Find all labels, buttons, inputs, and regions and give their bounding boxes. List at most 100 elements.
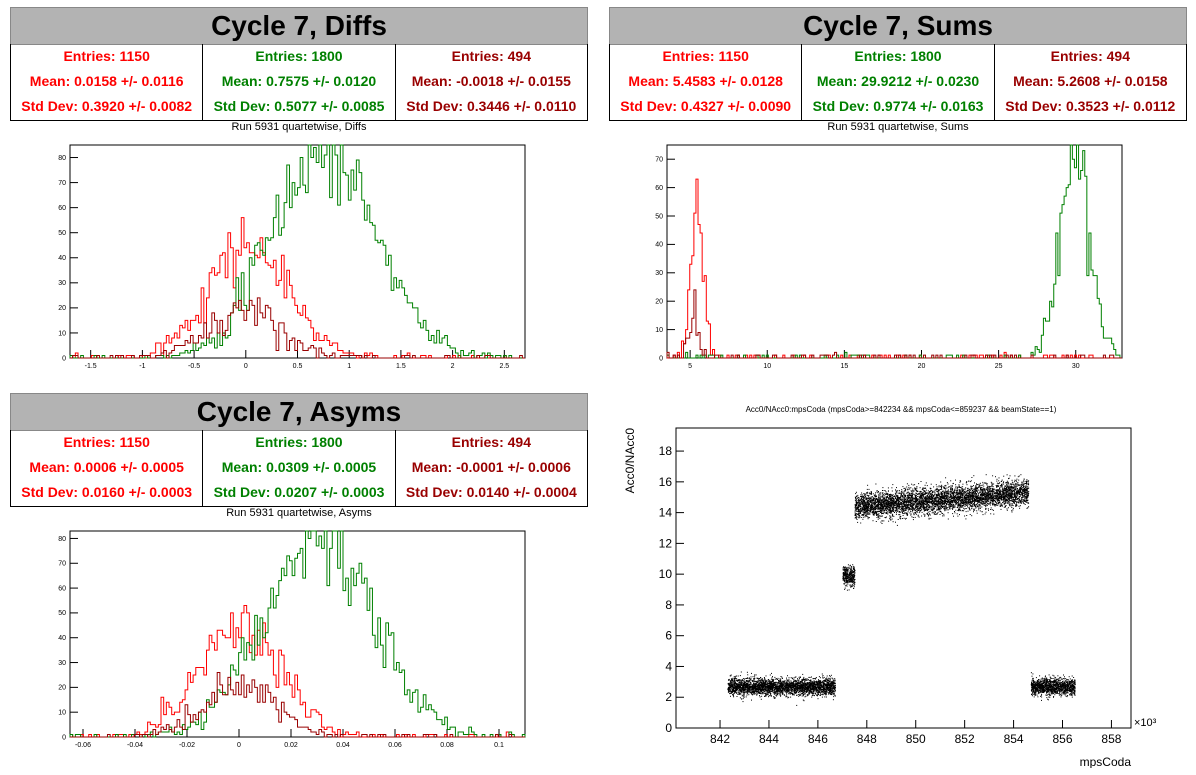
y-tick-label: 6 [665,629,672,643]
y-tick-label: 80 [58,155,66,162]
entries-label: Entries: 1150 [11,44,202,69]
stat-box-series-2: Entries: 1800 Mean: 0.7575 +/- 0.0120 St… [203,44,395,120]
mean-label: Mean: 0.7575 +/- 0.0120 [203,69,394,94]
y-tick-label: 20 [58,305,66,312]
x-tick-label: 844 [759,732,779,746]
plot-frame [70,531,525,737]
plot-frame [70,145,525,358]
histogram-series-1 [70,605,525,737]
x-tick-label: 2.5 [499,363,509,370]
panel-title: Cycle 7, Asyms [10,393,588,431]
scatter-cluster-3 [855,474,1030,526]
sums-panel: Cycle 7, Sums Entries: 1150 Mean: 5.4583… [609,7,1187,387]
stat-box-series-1: Entries: 1150 Mean: 5.4583 +/- 0.0128 St… [610,44,802,120]
x-tick-label: 20 [918,363,926,370]
y-tick-label: 0 [62,355,66,362]
y-tick-label: 70 [58,180,66,187]
x-tick-label: 0 [237,742,241,749]
y-tick-label: 16 [659,475,673,489]
y-tick-label: 70 [58,561,66,568]
y-tick-label: 30 [58,280,66,287]
x-tick-label: 1.5 [396,363,406,370]
std-label: Std Dev: 0.3446 +/- 0.0110 [396,94,587,119]
std-label: Std Dev: 0.4327 +/- 0.0090 [610,94,801,119]
stat-box-series-3: Entries: 494 Mean: -0.0018 +/- 0.0155 St… [396,44,587,120]
x-tick-label: 842 [710,732,730,746]
histogram-series-1 [667,179,1122,358]
std-label: Std Dev: 0.5077 +/- 0.0085 [203,94,394,119]
stats-box: Entries: 1150 Mean: 0.0158 +/- 0.0116 St… [10,44,588,121]
x-tick-label: 5 [688,363,692,370]
x-tick-label: 0 [244,363,248,370]
y-tick-label: 60 [58,585,66,592]
mean-label: Mean: -0.0001 +/- 0.0006 [396,455,587,480]
x-tick-label: 852 [955,732,975,746]
y-tick-label: 60 [655,185,663,192]
y-tick-label: 18 [659,444,673,458]
x-tick-label: 1 [347,363,351,370]
panel-title: Cycle 7, Sums [609,7,1187,45]
std-label: Std Dev: 0.9774 +/- 0.0163 [802,94,993,119]
y-tick-label: 70 [655,157,663,164]
mean-label: Mean: 5.4583 +/- 0.0128 [610,69,801,94]
x-tick-label: -1 [139,363,145,370]
y-tick-label: 10 [655,327,663,334]
y-tick-label: 2 [665,690,672,704]
panel-title: Cycle 7, Diffs [10,7,588,45]
entries-label: Entries: 1150 [11,430,202,455]
x-tick-label: 858 [1101,732,1121,746]
mean-label: Mean: 29.9212 +/- 0.0230 [802,69,993,94]
y-tick-label: 4 [665,659,672,673]
mean-label: Mean: 0.0006 +/- 0.0005 [11,455,202,480]
y-tick-label: 0 [665,721,672,735]
stats-box: Entries: 1150 Mean: 0.0006 +/- 0.0005 St… [10,430,588,507]
y-tick-label: 30 [58,660,66,667]
x-tick-label: 0.04 [336,742,350,749]
entries-label: Entries: 494 [396,430,587,455]
y-tick-label: 8 [665,598,672,612]
histogram-series-2 [70,531,525,737]
y-tick-label: 10 [58,330,66,337]
entries-label: Entries: 1800 [203,430,394,455]
x-axis-multiplier: ×10³ [1134,717,1157,729]
stat-box-series-2: Entries: 1800 Mean: 29.9212 +/- 0.0230 S… [802,44,994,120]
stat-box-series-1: Entries: 1150 Mean: 0.0006 +/- 0.0005 St… [11,430,203,506]
x-tick-label: 854 [1004,732,1024,746]
y-tick-label: 80 [58,536,66,543]
y-tick-label: 40 [655,242,663,249]
y-tick-label: 50 [58,610,66,617]
y-tick-label: 12 [659,536,673,550]
scatter-cluster-2 [842,564,855,591]
mean-label: Mean: 5.2608 +/- 0.0158 [995,69,1186,94]
y-tick-label: 50 [655,213,663,220]
y-tick-label: 40 [58,255,66,262]
diffs-panel: Cycle 7, Diffs Entries: 1150 Mean: 0.015… [10,7,588,387]
asyms-panel: Cycle 7, Asyms Entries: 1150 Mean: 0.000… [10,393,588,773]
std-label: Std Dev: 0.3523 +/- 0.0112 [995,94,1186,119]
x-tick-label: 0.08 [440,742,454,749]
histogram-series-2 [667,145,1122,358]
x-tick-label: 0.02 [284,742,298,749]
y-tick-label: 0 [659,355,663,362]
x-tick-label: 848 [857,732,877,746]
scatter-title: Acc0/NAcc0:mpsCoda (mpsCoda>=842234 && m… [746,405,1057,414]
x-tick-label: -0.06 [75,742,91,749]
mean-label: Mean: 0.0158 +/- 0.0116 [11,69,202,94]
plot-frame [667,145,1122,358]
stat-box-series-2: Entries: 1800 Mean: 0.0309 +/- 0.0005 St… [203,430,395,506]
entries-label: Entries: 1800 [802,44,993,69]
y-tick-label: 0 [62,734,66,741]
run-title: Run 5931 quartetwise, Sums [609,121,1187,133]
histogram-series-2 [70,145,525,358]
x-tick-label: -0.5 [188,363,200,370]
std-label: Std Dev: 0.3920 +/- 0.0082 [11,94,202,119]
y-tick-label: 20 [655,299,663,306]
mean-label: Mean: -0.0018 +/- 0.0155 [396,69,587,94]
x-tick-label: 25 [995,363,1003,370]
std-label: Std Dev: 0.0207 +/- 0.0003 [203,480,394,505]
run-title: Run 5931 quartetwise, Asyms [10,507,588,519]
x-tick-label: 850 [906,732,926,746]
